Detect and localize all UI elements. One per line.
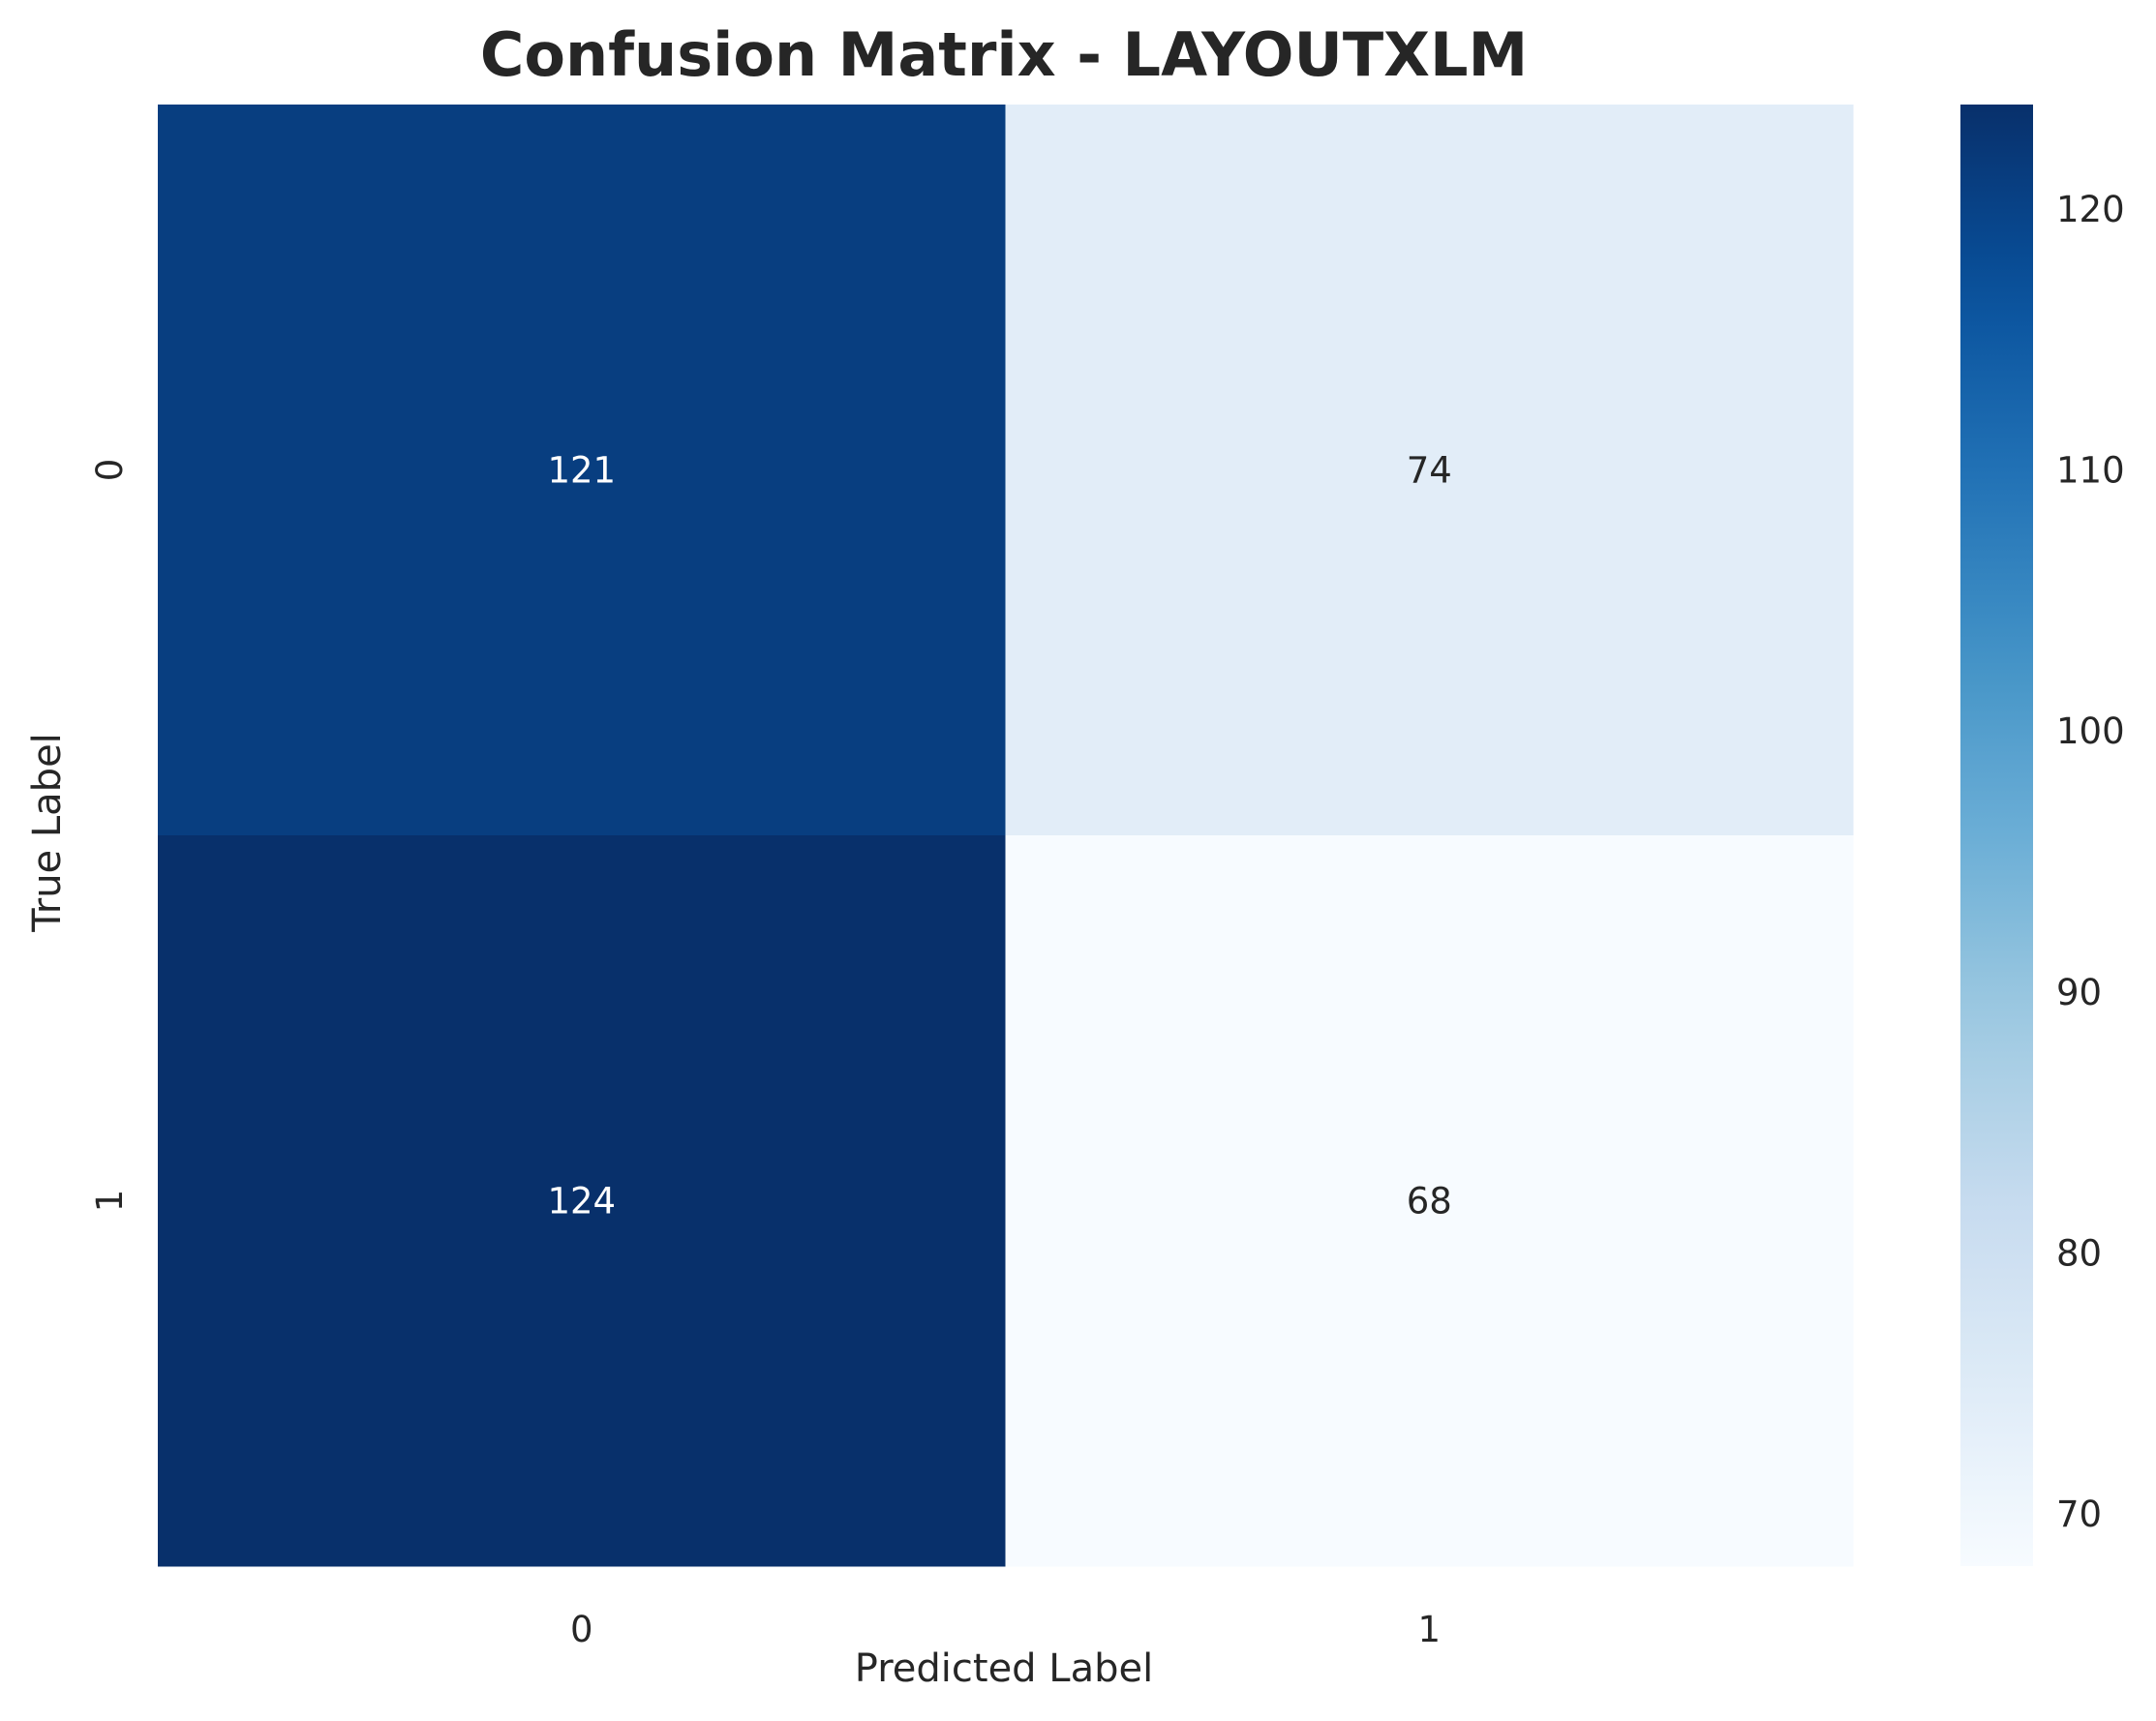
cell-annotations: 121 74 124 68	[547, 450, 1451, 1223]
colorbar-tick-labels: 70 80 90 100 110 120	[2056, 189, 2125, 1535]
colorbar-tick-label: 80	[2056, 1232, 2102, 1274]
colorbar-tick-label: 110	[2056, 450, 2125, 492]
colorbar-tick-label: 90	[2056, 972, 2102, 1013]
colorbar-tick-label: 70	[2056, 1494, 2102, 1535]
x-axis-label: Predicted Label	[855, 1646, 1153, 1691]
colorbar-tick-label: 120	[2056, 189, 2125, 230]
y-tick-labels: 01	[89, 459, 131, 1213]
colorbar-tick-label: 100	[2056, 710, 2125, 752]
cell-annotation-1-1: 68	[1407, 1181, 1452, 1223]
y-tick-label: 0	[89, 459, 131, 482]
x-tick-label: 0	[570, 1609, 593, 1650]
heatmap-cells	[158, 105, 1854, 1567]
heatmap-cell-1-0	[158, 835, 1006, 1567]
colorbar	[1960, 105, 2033, 1566]
heatmap-cell-1-1	[1005, 835, 1854, 1567]
y-axis-label: True Label	[25, 733, 70, 933]
cell-annotation-0-0: 121	[547, 450, 616, 492]
chart-title: Confusion Matrix - LAYOUTXLM	[480, 19, 1528, 90]
cell-annotation-1-0: 124	[547, 1181, 616, 1223]
x-tick-label: 1	[1417, 1609, 1441, 1650]
y-tick-label: 1	[89, 1190, 131, 1213]
cell-annotation-0-1: 74	[1407, 450, 1452, 492]
heatmap-cell-0-1	[1005, 105, 1854, 836]
heatmap-cell-0-0	[158, 105, 1006, 836]
